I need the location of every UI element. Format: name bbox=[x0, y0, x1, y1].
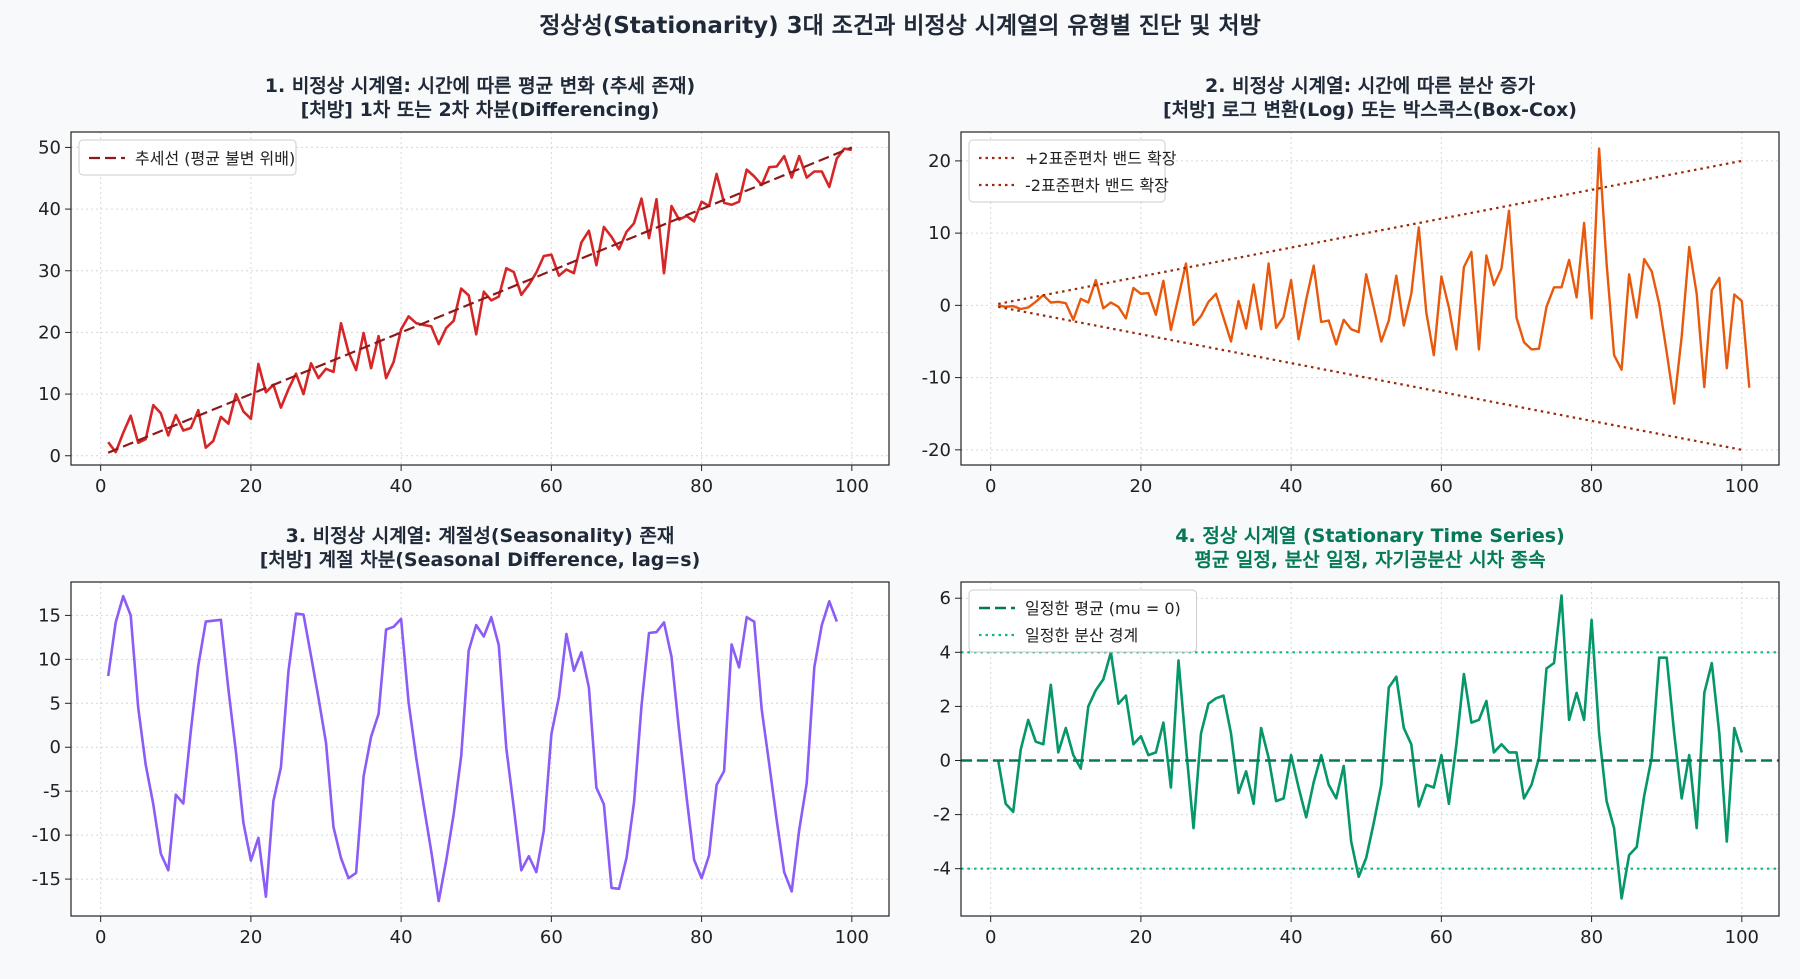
y-tick-label: -10 bbox=[922, 368, 951, 389]
subplot-2: 0 20 40 60 80 100 -20 -10 0 10 20 2. 비정상 시계열: 시간에 따… bbox=[922, 75, 1780, 497]
y-tick-label: -5 bbox=[43, 781, 61, 802]
legend-label: 추세선 (평균 불변 위배) bbox=[135, 149, 295, 168]
x-tick-label: 100 bbox=[1725, 476, 1759, 497]
plot-frame bbox=[960, 581, 1780, 917]
legend-label: 일정한 평균 (mu = 0) bbox=[1025, 599, 1181, 618]
series-line bbox=[997, 147, 1751, 405]
y-tick-label: 10 bbox=[38, 649, 61, 670]
subplot-4: 0 20 40 60 80 100 -4 -2 0 2 4 6 4. 정상 시계열 (Stationar… bbox=[933, 525, 1780, 948]
subplot-title: 평균 일정, 분산 일정, 자기공분산 시차 종속 bbox=[1194, 549, 1545, 571]
subplot-title: 3. 비정상 시계열: 계절성(Seasonality) 존재 bbox=[286, 525, 675, 547]
x-tick-label: 20 bbox=[1129, 476, 1152, 497]
plot-frame bbox=[70, 131, 890, 466]
x-tick-label: 40 bbox=[390, 476, 413, 497]
y-tick-label: 20 bbox=[928, 151, 951, 172]
x-tick-label: 20 bbox=[1129, 927, 1152, 948]
y-tick-label: -2 bbox=[933, 805, 951, 826]
plot-area bbox=[71, 582, 889, 916]
x-tick-label: 100 bbox=[1725, 927, 1759, 948]
y-tick-label: 20 bbox=[38, 322, 61, 343]
x-tick-label: 40 bbox=[1280, 476, 1303, 497]
x-tick-label: 0 bbox=[95, 927, 106, 948]
reference-line bbox=[107, 146, 853, 454]
x-tick-label: 100 bbox=[835, 476, 869, 497]
x-tick-label: 60 bbox=[540, 476, 563, 497]
y-tick-label: 4 bbox=[940, 642, 951, 663]
x-tick-label: 80 bbox=[690, 476, 713, 497]
x-tick-label: 20 bbox=[239, 927, 262, 948]
y-tick-label: -4 bbox=[933, 859, 951, 880]
y-tick-label: 6 bbox=[940, 588, 951, 609]
y-tick-label: 30 bbox=[38, 261, 61, 282]
x-tick-label: 40 bbox=[390, 927, 413, 948]
y-tick-label: 10 bbox=[928, 223, 951, 244]
legend-label: -2표준편차 밴드 확장 bbox=[1025, 176, 1169, 195]
y-tick-label: 40 bbox=[38, 199, 61, 220]
x-tick-label: 100 bbox=[835, 927, 869, 948]
x-tick-label: 40 bbox=[1280, 927, 1303, 948]
x-tick-label: 60 bbox=[1430, 476, 1453, 497]
series-line bbox=[996, 594, 1744, 900]
y-tick-label: 50 bbox=[38, 137, 61, 158]
legend-label: 일정한 분산 경계 bbox=[1025, 626, 1138, 645]
reference-line bbox=[997, 159, 1743, 305]
legend: 추세선 (평균 불변 위배) bbox=[78, 139, 297, 176]
x-tick-label: 80 bbox=[1580, 476, 1603, 497]
subplot-title: 1. 비정상 시계열: 시간에 따른 평균 변화 (추세 존재) bbox=[265, 75, 695, 97]
subplot-title: 4. 정상 시계열 (Stationary Time Series) bbox=[1175, 525, 1564, 547]
x-tick-label: 80 bbox=[690, 927, 713, 948]
plot-frame bbox=[960, 131, 1780, 466]
y-tick-label: 2 bbox=[940, 696, 951, 717]
reference-line bbox=[997, 305, 1743, 451]
legend: +2표준편차 밴드 확장 -2표준편차 밴드 확장 bbox=[968, 139, 1177, 203]
x-tick-label: 0 bbox=[95, 476, 106, 497]
legend-box bbox=[968, 139, 1166, 203]
x-tick-label: 0 bbox=[985, 476, 996, 497]
y-tick-label: 0 bbox=[940, 295, 951, 316]
series-line bbox=[106, 594, 839, 903]
legend-label: +2표준편차 밴드 확장 bbox=[1025, 149, 1177, 168]
subplot-title: [처방] 로그 변환(Log) 또는 박스콕스(Box-Cox) bbox=[1163, 99, 1577, 121]
x-tick-label: 60 bbox=[1430, 927, 1453, 948]
y-tick-label: 0 bbox=[50, 446, 61, 467]
y-tick-label: -10 bbox=[32, 825, 61, 846]
x-tick-label: 80 bbox=[1580, 927, 1603, 948]
legend: 일정한 평균 (mu = 0) 일정한 분산 경계 bbox=[968, 589, 1197, 653]
y-tick-label: 0 bbox=[50, 737, 61, 758]
x-tick-label: 0 bbox=[985, 927, 996, 948]
y-tick-label: 5 bbox=[50, 693, 61, 714]
y-tick-label: -15 bbox=[32, 869, 61, 890]
y-tick-label: 0 bbox=[940, 750, 951, 771]
legend-box bbox=[968, 589, 1197, 653]
subplot-title: [처방] 계절 차분(Seasonal Difference, lag=s) bbox=[260, 549, 701, 571]
legend-box bbox=[78, 139, 297, 176]
y-tick-label: 10 bbox=[38, 384, 61, 405]
figure-title: 정상성(Stationarity) 3대 조건과 비정상 시계열의 유형별 진단… bbox=[539, 13, 1260, 39]
plot-frame bbox=[70, 581, 890, 917]
series-line bbox=[107, 147, 853, 454]
y-tick-label: -20 bbox=[922, 440, 951, 461]
subplot-1: 0 20 40 60 80 100 0 10 20 30 40 50 1. 비정상 시계열: 시간에 따… bbox=[38, 75, 890, 497]
subplot-title: 2. 비정상 시계열: 시간에 따른 분산 증가 bbox=[1205, 75, 1535, 97]
subplot-title: [처방] 1차 또는 2차 차분(Differencing) bbox=[301, 99, 660, 121]
x-tick-label: 20 bbox=[239, 476, 262, 497]
x-tick-label: 60 bbox=[540, 927, 563, 948]
subplot-3: 0 20 40 60 80 100 -15 -10 -5 0 5 10 15 3. 비정상 시계열: 계절… bbox=[32, 525, 890, 948]
y-tick-label: 15 bbox=[38, 605, 61, 626]
